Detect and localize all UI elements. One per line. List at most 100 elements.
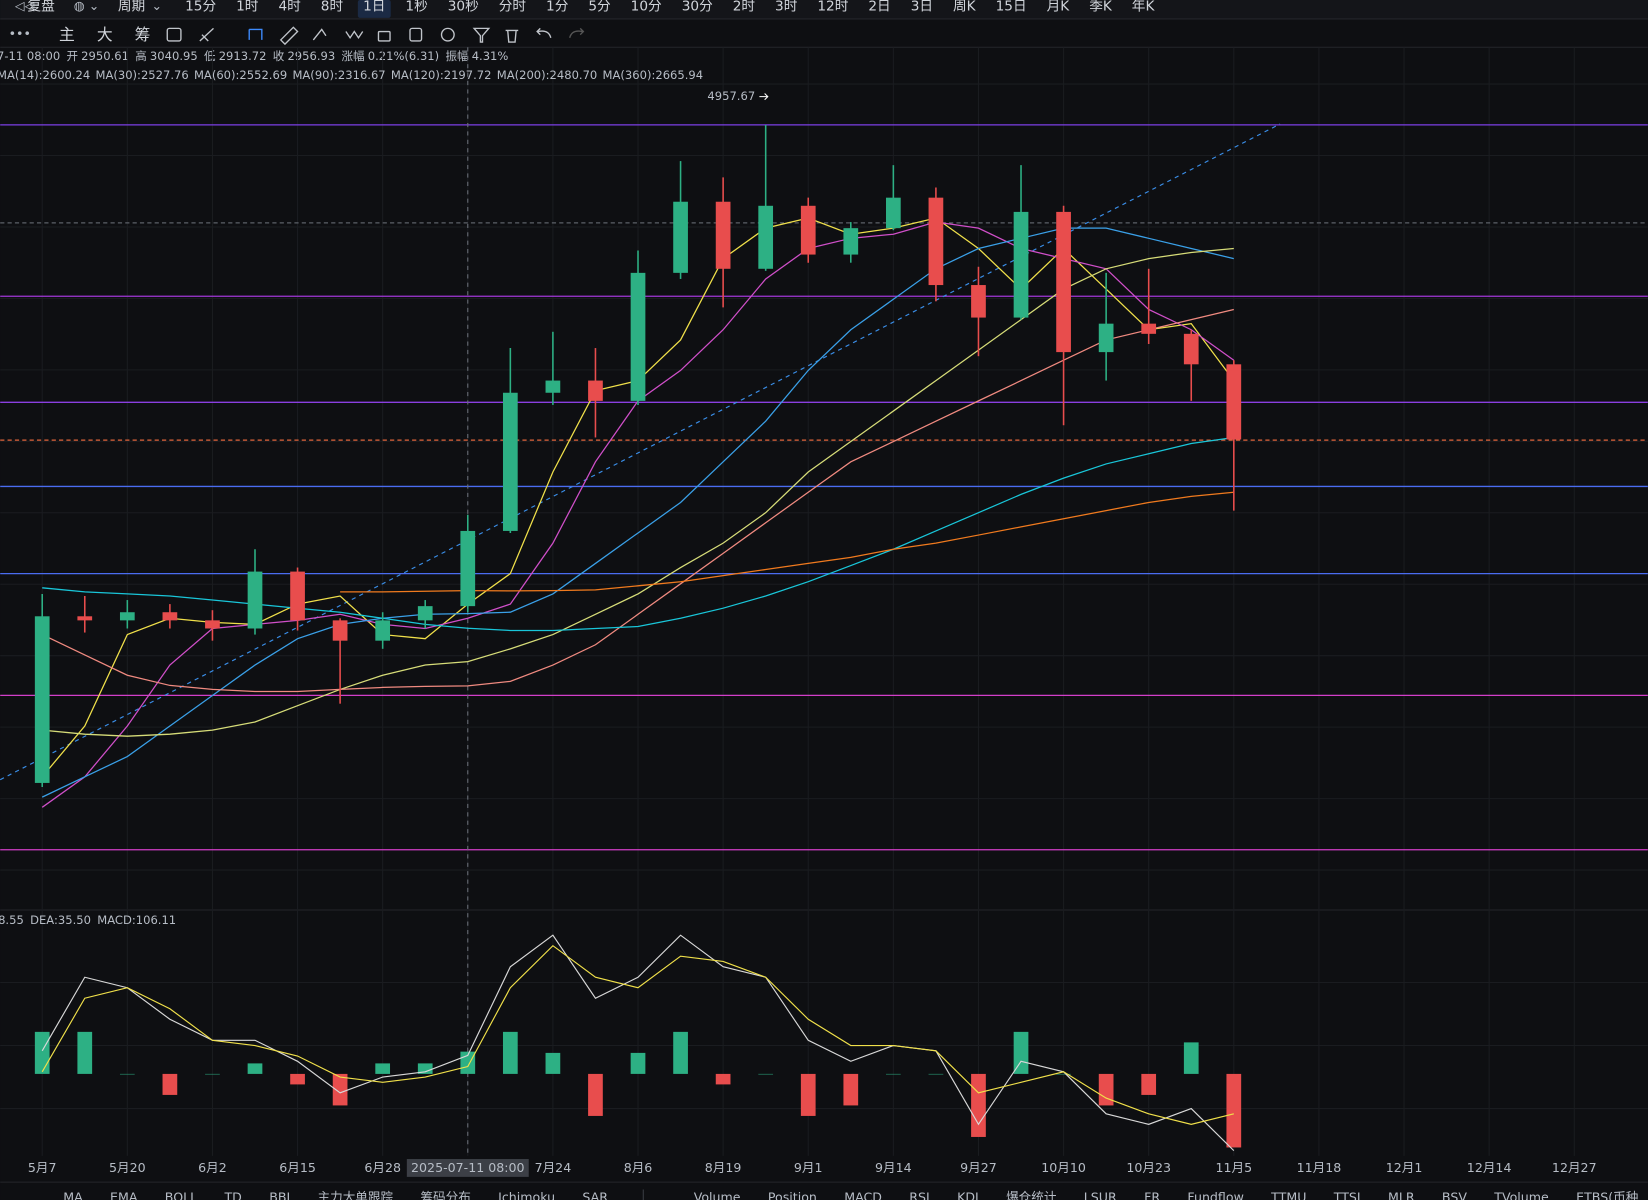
indicator-tab[interactable]: BBI [269,1189,290,1200]
indicator-tab[interactable]: SAR [582,1189,608,1200]
interval-button[interactable]: 3时 [775,0,798,14]
tool-icon[interactable] [279,26,299,46]
macd-bar [332,1073,348,1106]
x-tick-label: 12月1 [1386,1160,1423,1175]
interval-button[interactable]: 15分 [185,0,216,14]
candle-body [119,612,135,621]
more-icon[interactable]: ••• [9,26,31,41]
interval-button[interactable]: 3日 [911,0,933,14]
overlay-tab[interactable]: 主 [59,25,75,44]
candle-body [715,201,731,269]
chart-style-icon[interactable]: ◍ ⌄ [74,0,100,13]
period-chevron[interactable]: ⌄ [151,0,162,13]
macd-bar [502,1031,518,1074]
indicator-tab[interactable]: 爆仓统计 [1006,1189,1057,1200]
tool-icon[interactable] [440,27,455,42]
replay-button[interactable]: 复盘 [28,0,56,14]
indicator-tab[interactable]: MA [63,1189,83,1200]
interval-button[interactable]: 季K [1089,0,1113,14]
replay-icon[interactable]: ◁◁ [15,0,35,13]
interval-button[interactable]: 15日 [996,0,1027,14]
macd-bar [545,1052,561,1074]
overlay-tab[interactable]: 筹 [135,25,151,44]
candle-body [162,612,178,621]
tool-icon[interactable] [345,30,364,40]
indicator-tab[interactable]: TVolume [1493,1189,1549,1200]
indicator-tab[interactable]: ETBS(币种 [1576,1189,1638,1200]
interval-button[interactable]: 1分 [546,0,569,14]
x-tick-label: 8月6 [624,1160,653,1175]
macd-bar [247,1063,263,1074]
indicator-tab[interactable]: Fundflow [1187,1189,1243,1200]
x-tick-label: 6月28 [364,1160,401,1175]
interval-button[interactable]: 1时 [236,0,259,14]
indicator-tab[interactable]: Volume [694,1189,741,1200]
candle-body [928,197,944,286]
interval-button[interactable]: 4时 [278,0,301,14]
tool-icon[interactable] [409,27,423,42]
tool-icon[interactable] [166,27,182,42]
indicator-tab[interactable]: BSV [1442,1189,1467,1200]
tool-icon[interactable] [472,27,491,43]
indicator-tab[interactable]: 主力大单跟踪 [318,1189,394,1200]
interval-button[interactable]: 年K [1132,0,1156,14]
info-label: 涨幅 [342,49,365,63]
tool-icon[interactable] [248,28,263,40]
candle-body [417,606,433,621]
x-tick-label: 11月5 [1215,1160,1252,1175]
interval-button[interactable]: 10分 [631,0,662,14]
indicator-tab[interactable]: FR [1144,1189,1160,1200]
interval-button[interactable]: 分时 [499,0,527,14]
indicator-tab[interactable]: RSI [909,1189,929,1200]
interval-button[interactable]: 8时 [321,0,344,14]
interval-button[interactable]: 30分 [682,0,713,14]
info-label: 收 [273,49,285,63]
indicator-tab[interactable]: MACD [844,1189,882,1200]
interval-button[interactable]: 12时 [817,0,848,14]
indicator-tab[interactable]: EMA [110,1189,138,1200]
indicator-tab[interactable]: TTSI [1333,1189,1361,1200]
tool-icon[interactable] [505,29,519,43]
indicator-tab[interactable]: 筹码分布 [420,1189,470,1200]
interval-button[interactable]: 2时 [733,0,756,14]
candle-body [843,228,859,255]
candle-body [1141,323,1157,334]
x-tick-label: 11月18 [1297,1160,1342,1175]
tool-icon[interactable] [377,30,391,42]
macd-bar [971,1073,986,1137]
tool-icon[interactable] [199,27,214,42]
interval-button[interactable]: 30秒 [448,0,479,14]
x-tick-label: 12月14 [1467,1160,1512,1175]
interval-button[interactable]: 1日 [363,0,385,14]
legend-entry: MA(120):2197.72 [391,68,492,82]
candle-body [375,620,391,641]
interval-button[interactable]: 周K [953,0,977,14]
macd-bar [162,1073,178,1095]
overlay-tab[interactable]: 大 [97,25,113,44]
macd-bar [843,1073,859,1106]
indicator-tab[interactable]: TTMU [1270,1189,1306,1200]
interval-button[interactable]: 5分 [588,0,611,14]
indicator-tab[interactable]: KDJ [957,1189,979,1200]
indicator-tab[interactable]: MLR [1388,1189,1415,1200]
info-value: 3040.95 [150,49,198,63]
tool-icon[interactable] [536,27,552,39]
indicator-tab[interactable]: TD [224,1189,242,1200]
indicator-tab[interactable]: BOLL [165,1189,197,1200]
annotation-arrow [759,93,769,101]
indicator-tab[interactable]: Position [768,1189,817,1200]
tool-icon[interactable] [312,28,327,41]
macd-bar [1183,1042,1199,1074]
legend-entry: MA(30):2527.76 [96,68,189,82]
interval-button[interactable]: 2日 [868,0,890,14]
indicator-tab[interactable]: Ichimoku [498,1189,555,1200]
interval-button[interactable]: 月K [1047,0,1071,14]
ma-line [340,491,1234,593]
ma-line [42,436,1234,632]
macd-bar [290,1073,305,1085]
interval-button[interactable]: 1秒 [405,0,428,14]
period-button[interactable]: 周期 [118,0,145,14]
indicator-tab[interactable]: LSUR [1084,1189,1117,1200]
